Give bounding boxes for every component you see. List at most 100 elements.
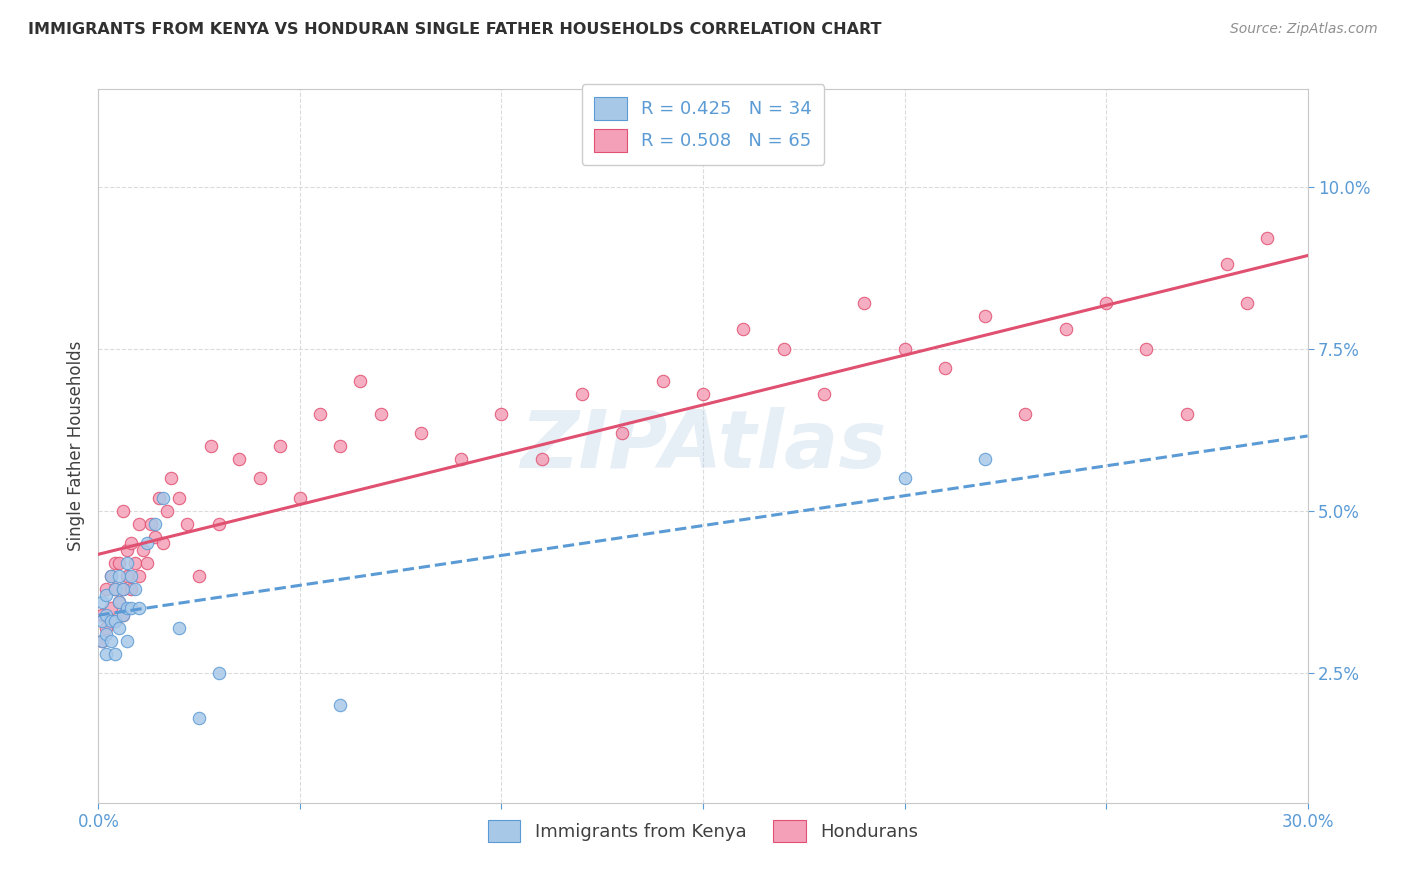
Point xyxy=(269,439,291,453)
Point xyxy=(103,582,125,596)
Point xyxy=(100,601,122,615)
Point xyxy=(96,647,118,661)
Point xyxy=(120,568,142,582)
Point xyxy=(100,633,122,648)
Point xyxy=(974,310,997,324)
Point xyxy=(349,374,371,388)
Point xyxy=(132,542,155,557)
Point xyxy=(111,607,134,622)
Point xyxy=(450,452,472,467)
Point xyxy=(491,407,513,421)
Point xyxy=(612,425,634,440)
Point xyxy=(96,627,118,641)
Point xyxy=(100,568,122,582)
Point xyxy=(120,582,142,596)
Point xyxy=(208,666,231,681)
Point xyxy=(107,595,129,609)
Point xyxy=(107,556,129,570)
Point xyxy=(1236,296,1258,310)
Point xyxy=(103,614,125,628)
Point xyxy=(329,439,352,453)
Point xyxy=(111,582,134,596)
Point xyxy=(135,556,157,570)
Point xyxy=(111,582,134,596)
Point xyxy=(772,342,794,356)
Point xyxy=(733,322,755,336)
Point xyxy=(692,387,714,401)
Point xyxy=(249,471,271,485)
Point xyxy=(100,568,122,582)
Point xyxy=(124,582,146,596)
Point xyxy=(1175,407,1198,421)
Point xyxy=(148,491,170,505)
Point xyxy=(1216,257,1239,271)
Point xyxy=(96,607,118,622)
Point xyxy=(124,556,146,570)
Point xyxy=(1014,407,1036,421)
Point xyxy=(974,452,997,467)
Point xyxy=(103,647,125,661)
Point xyxy=(128,516,150,531)
Point xyxy=(152,491,174,505)
Legend: Immigrants from Kenya, Hondurans: Immigrants from Kenya, Hondurans xyxy=(478,811,928,851)
Point xyxy=(96,582,118,596)
Point xyxy=(111,607,134,622)
Point xyxy=(934,361,956,376)
Point xyxy=(530,452,553,467)
Point xyxy=(111,504,134,518)
Point xyxy=(103,614,125,628)
Point xyxy=(651,374,673,388)
Point xyxy=(309,407,332,421)
Point xyxy=(96,621,118,635)
Point xyxy=(143,516,166,531)
Point xyxy=(813,387,835,401)
Point xyxy=(152,536,174,550)
Point xyxy=(1256,231,1278,245)
Point xyxy=(91,607,114,622)
Point xyxy=(208,516,231,531)
Point xyxy=(115,556,138,570)
Point xyxy=(893,342,915,356)
Point xyxy=(188,711,211,725)
Point xyxy=(1095,296,1118,310)
Point xyxy=(135,536,157,550)
Point xyxy=(571,387,593,401)
Point xyxy=(115,633,138,648)
Point xyxy=(115,568,138,582)
Point xyxy=(107,595,129,609)
Point xyxy=(167,621,190,635)
Point xyxy=(91,595,114,609)
Point xyxy=(91,633,114,648)
Point xyxy=(176,516,198,531)
Point xyxy=(200,439,222,453)
Point xyxy=(288,491,311,505)
Point xyxy=(120,536,142,550)
Point xyxy=(96,588,118,602)
Point xyxy=(120,601,142,615)
Point xyxy=(115,542,138,557)
Point xyxy=(100,614,122,628)
Point xyxy=(91,614,114,628)
Point xyxy=(115,601,138,615)
Point xyxy=(370,407,392,421)
Point xyxy=(139,516,162,531)
Point xyxy=(188,568,211,582)
Point xyxy=(329,698,352,713)
Point xyxy=(409,425,432,440)
Text: IMMIGRANTS FROM KENYA VS HONDURAN SINGLE FATHER HOUSEHOLDS CORRELATION CHART: IMMIGRANTS FROM KENYA VS HONDURAN SINGLE… xyxy=(28,22,882,37)
Point xyxy=(107,568,129,582)
Point xyxy=(91,633,114,648)
Point xyxy=(156,504,179,518)
Point xyxy=(103,582,125,596)
Point xyxy=(167,491,190,505)
Point xyxy=(107,621,129,635)
Text: ZIPAtlas: ZIPAtlas xyxy=(520,407,886,485)
Point xyxy=(103,556,125,570)
Point xyxy=(853,296,876,310)
Y-axis label: Single Father Households: Single Father Households xyxy=(66,341,84,551)
Point xyxy=(1054,322,1077,336)
Point xyxy=(128,568,150,582)
Point xyxy=(1135,342,1157,356)
Point xyxy=(143,530,166,544)
Point xyxy=(160,471,183,485)
